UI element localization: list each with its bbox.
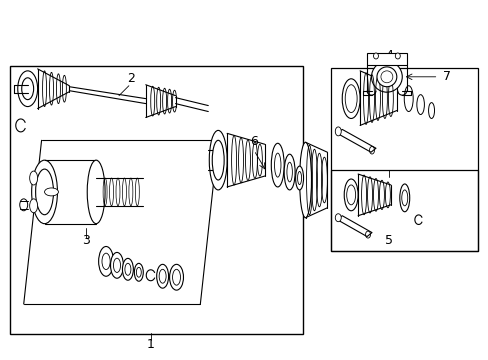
Bar — [10, 66, 302, 334]
Ellipse shape — [376, 67, 396, 87]
Polygon shape — [337, 216, 371, 237]
Ellipse shape — [87, 160, 105, 224]
Ellipse shape — [404, 86, 412, 112]
Text: 7: 7 — [443, 70, 450, 83]
Ellipse shape — [335, 127, 341, 136]
Ellipse shape — [342, 79, 359, 118]
Text: 3: 3 — [82, 234, 90, 247]
Text: 4: 4 — [384, 49, 392, 62]
Bar — [331, 68, 477, 251]
Polygon shape — [305, 142, 326, 218]
Ellipse shape — [209, 130, 226, 190]
Text: 1: 1 — [146, 338, 154, 351]
Text: 2: 2 — [127, 72, 135, 85]
Ellipse shape — [344, 179, 357, 211]
Ellipse shape — [212, 140, 224, 180]
Polygon shape — [359, 71, 396, 125]
Text: 6: 6 — [249, 135, 257, 148]
Ellipse shape — [18, 71, 38, 107]
Ellipse shape — [99, 247, 113, 276]
Polygon shape — [226, 133, 264, 187]
Bar — [331, 170, 477, 251]
Ellipse shape — [110, 252, 123, 278]
Ellipse shape — [21, 78, 34, 100]
Ellipse shape — [284, 154, 294, 190]
Polygon shape — [337, 129, 375, 152]
Ellipse shape — [335, 214, 341, 222]
Ellipse shape — [416, 95, 424, 114]
Ellipse shape — [271, 143, 284, 187]
Ellipse shape — [134, 264, 143, 281]
Ellipse shape — [295, 166, 303, 190]
Ellipse shape — [373, 53, 378, 59]
Ellipse shape — [36, 169, 53, 215]
Ellipse shape — [299, 142, 311, 218]
Ellipse shape — [169, 264, 183, 290]
Polygon shape — [145, 85, 175, 117]
Ellipse shape — [30, 199, 38, 213]
Ellipse shape — [394, 53, 400, 59]
Text: 5: 5 — [384, 234, 392, 247]
Ellipse shape — [20, 199, 28, 211]
Ellipse shape — [32, 160, 57, 224]
Ellipse shape — [156, 264, 168, 288]
Polygon shape — [38, 69, 69, 109]
Bar — [366, 53, 406, 65]
Ellipse shape — [30, 171, 38, 185]
Ellipse shape — [399, 184, 409, 212]
Ellipse shape — [371, 62, 402, 92]
Polygon shape — [357, 174, 390, 216]
Ellipse shape — [44, 188, 59, 196]
Ellipse shape — [427, 103, 434, 118]
Ellipse shape — [122, 258, 133, 280]
